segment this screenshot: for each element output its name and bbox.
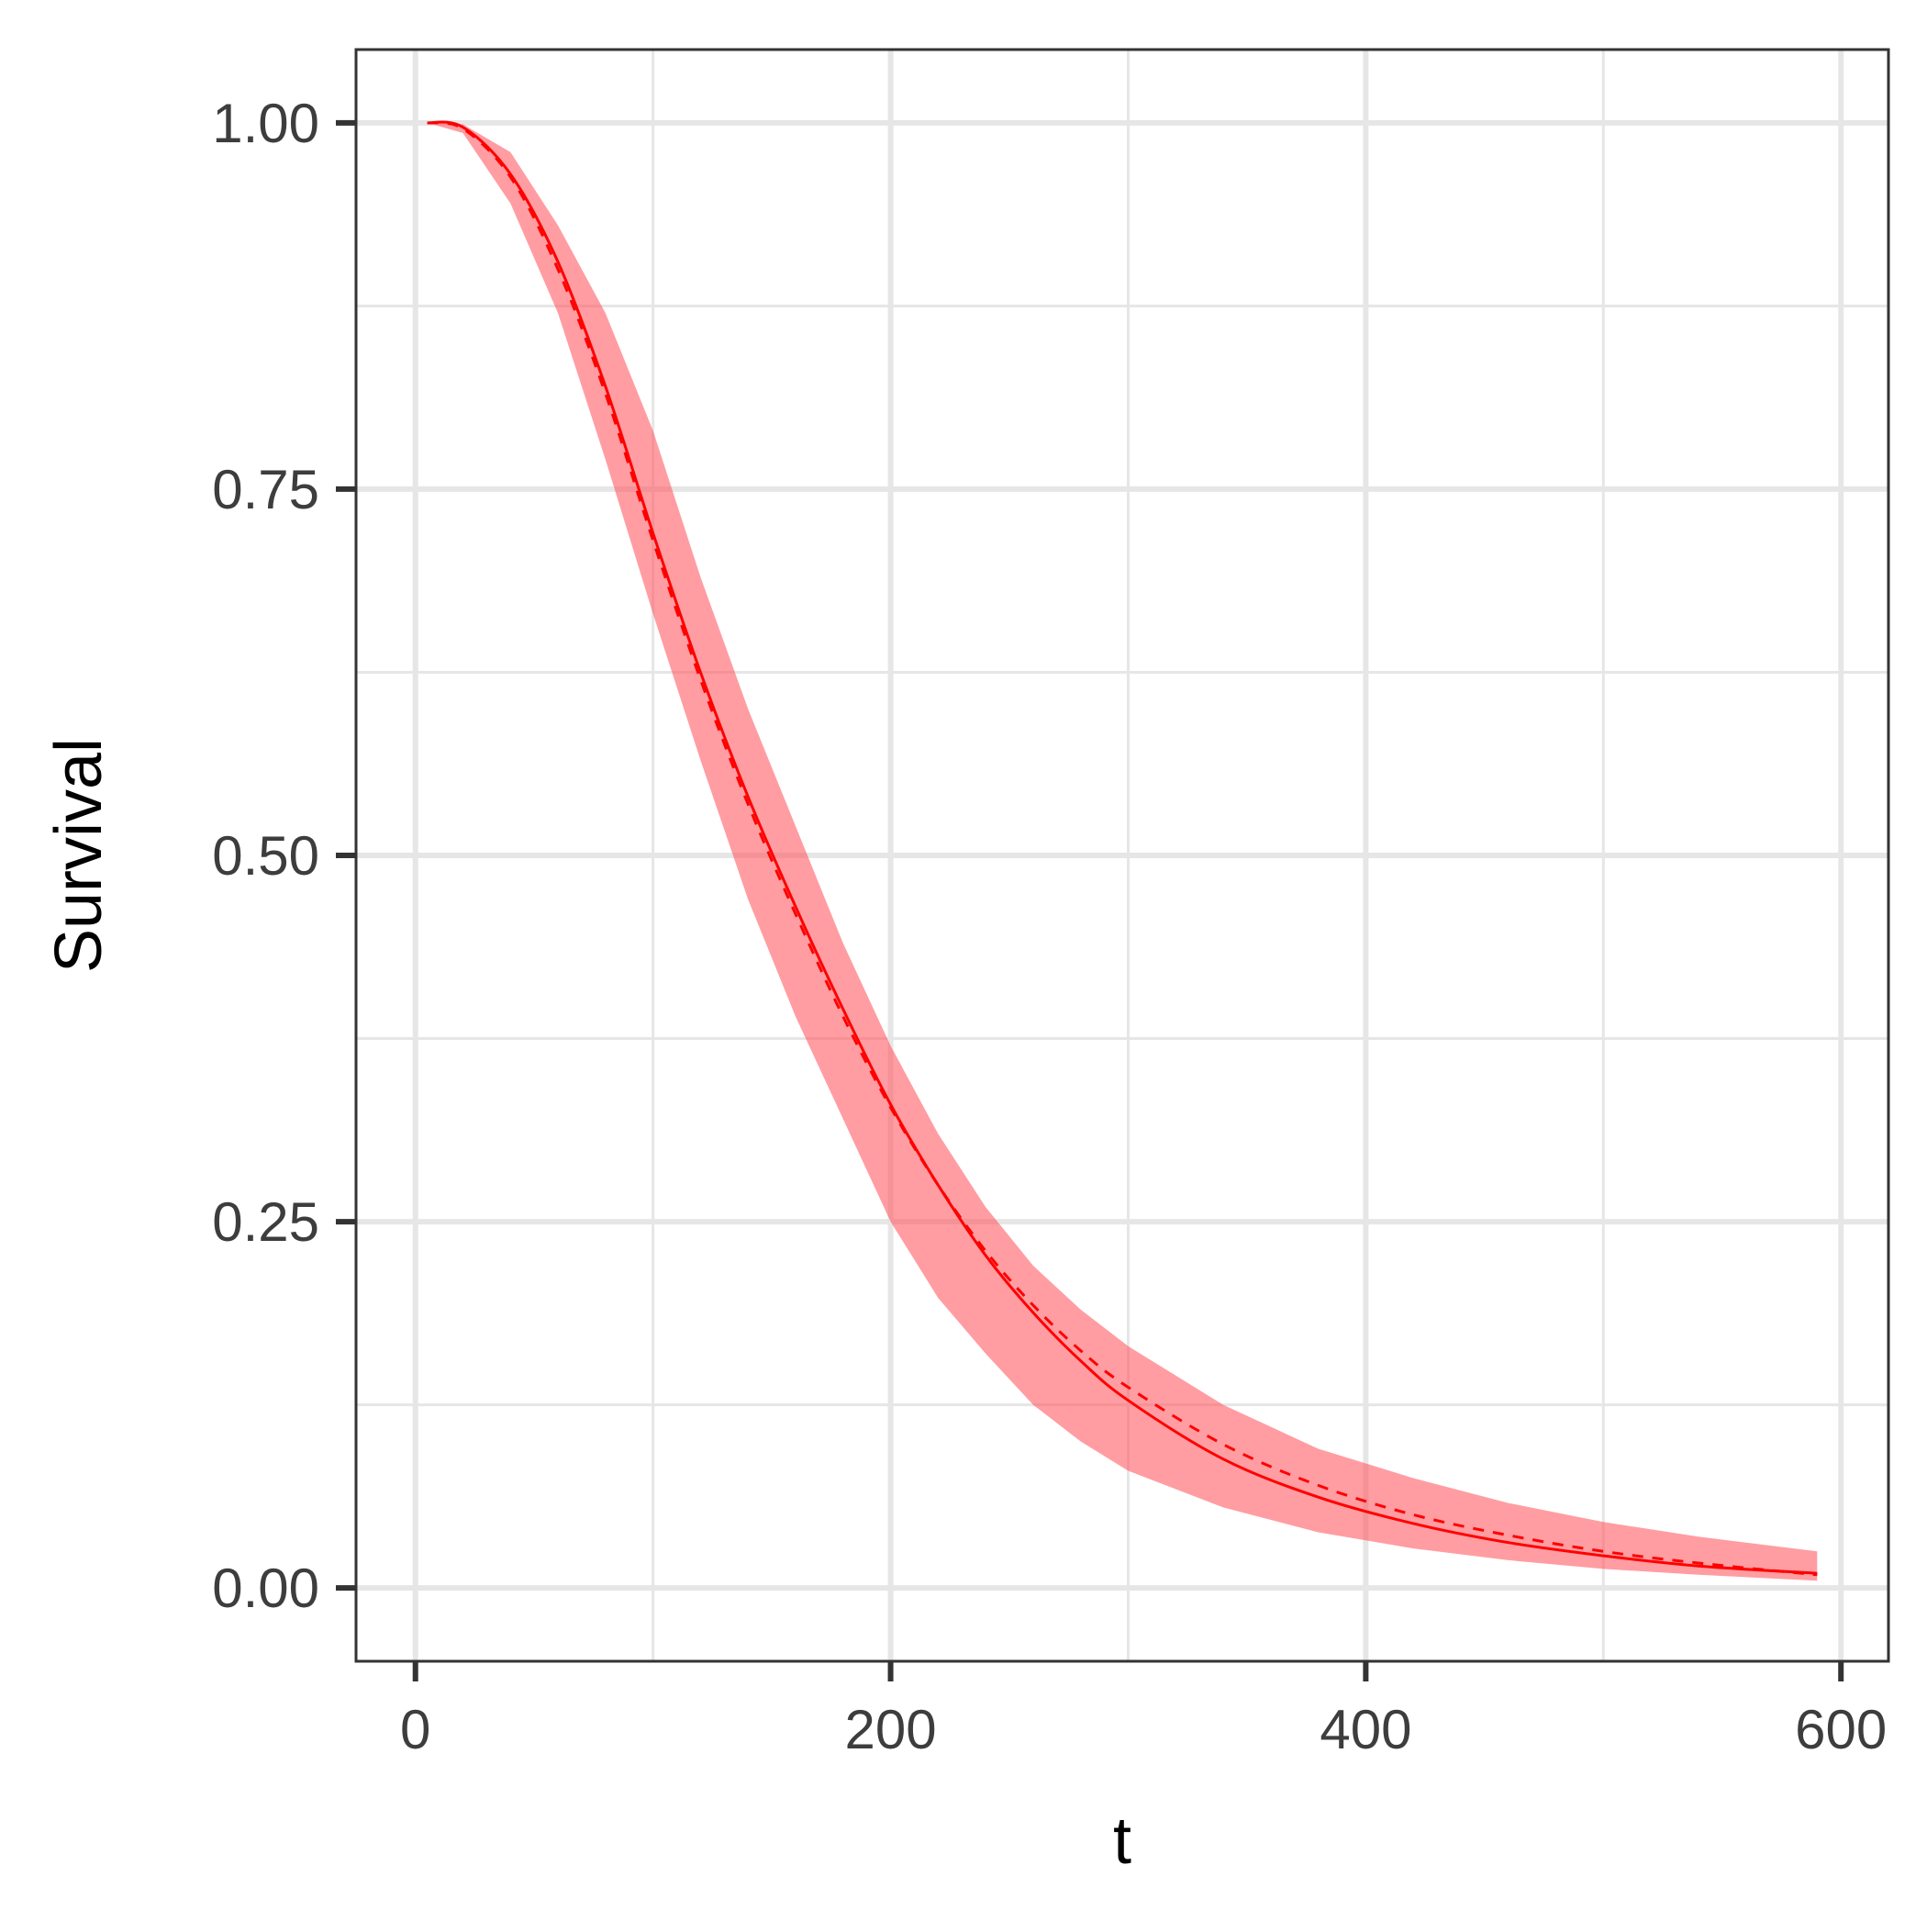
x-tick-label: 0 [400, 1699, 430, 1760]
y-tick-label: 0.50 [212, 825, 319, 887]
x-axis-title: t [1113, 1804, 1131, 1878]
series-lines-layer [427, 120, 1818, 1577]
major-gridlines [356, 50, 1888, 1661]
dashed-survival-line [427, 121, 1818, 1577]
x-tick-label: 600 [1795, 1699, 1887, 1760]
x-tick-labels: 0 200 400 600 [400, 1699, 1887, 1760]
y-tick-labels: 0.00 0.25 0.50 0.75 1.00 [212, 93, 319, 1619]
x-tick-label: 200 [845, 1699, 937, 1760]
y-tick-label: 0.75 [212, 459, 319, 520]
confidence-band-layer [427, 122, 1818, 1581]
y-axis-title: Survival [42, 738, 116, 973]
y-tick-label: 1.00 [212, 93, 319, 154]
axis-ticks [336, 119, 1844, 1681]
y-tick-label: 0.00 [212, 1558, 319, 1619]
confidence-band [427, 122, 1818, 1581]
y-tick-label: 0.25 [212, 1191, 319, 1253]
x-tick-label: 400 [1320, 1699, 1411, 1760]
